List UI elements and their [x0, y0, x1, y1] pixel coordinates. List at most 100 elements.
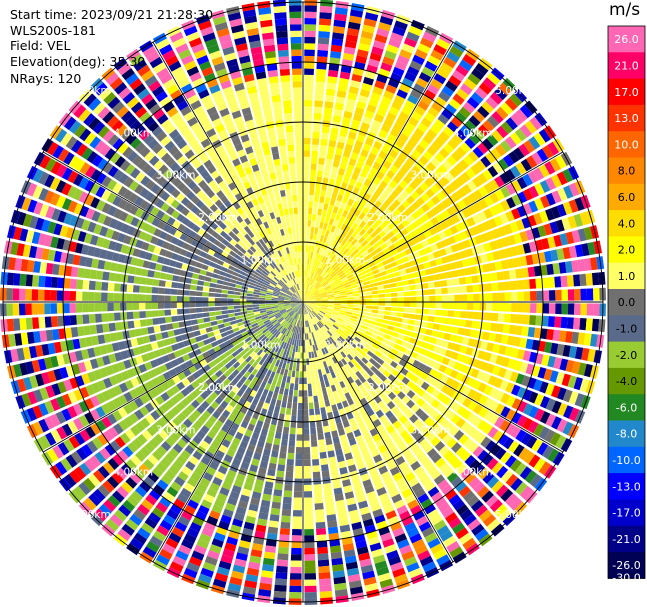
velocity-gate [333, 290, 340, 294]
velocity-gate [346, 304, 354, 308]
velocity-gate [208, 297, 215, 302]
velocity-gate [259, 460, 269, 469]
velocity-gate [397, 297, 404, 302]
velocity-gate [272, 278, 279, 284]
velocity-gate [459, 508, 473, 521]
velocity-gate [321, 306, 328, 309]
velocity-gate [474, 87, 488, 100]
velocity-gate [76, 279, 84, 290]
velocity-gate [293, 326, 297, 333]
velocity-gate [276, 380, 282, 388]
velocity-gate [246, 395, 254, 403]
velocity-gate [373, 140, 383, 150]
velocity-gate [360, 411, 369, 420]
velocity-gate [506, 395, 516, 407]
velocity-gate [166, 378, 176, 388]
velocity-gate [158, 280, 166, 287]
velocity-gate [290, 302, 297, 304]
velocity-gate [334, 300, 341, 302]
velocity-gate [364, 284, 371, 289]
velocity-gate [166, 486, 179, 498]
velocity-gate [271, 300, 278, 302]
velocity-gate [166, 184, 176, 195]
velocity-gate [206, 466, 217, 476]
velocity-gate [351, 423, 359, 432]
velocity-gate [303, 302, 307, 308]
velocity-gate [519, 255, 528, 267]
velocity-gate [361, 82, 373, 92]
velocity-gate [382, 434, 392, 444]
velocity-gate [150, 359, 159, 368]
velocity-gate [97, 259, 106, 270]
velocity-gate [160, 402, 170, 413]
velocity-gate [427, 236, 436, 245]
velocity-gate [339, 311, 346, 316]
velocity-gate [240, 367, 248, 376]
velocity-gate [356, 134, 366, 143]
velocity-gate [372, 298, 379, 302]
velocity-gate [312, 131, 320, 139]
velocity-gate [210, 425, 220, 434]
velocity-gate [297, 333, 300, 340]
velocity-gate [483, 195, 494, 207]
velocity-gate [292, 294, 298, 299]
velocity-gate [152, 279, 160, 287]
velocity-gate [303, 447, 311, 454]
velocity-gate [406, 273, 415, 280]
velocity-gate [305, 307, 309, 314]
velocity-gate [149, 535, 163, 548]
velocity-gate [347, 235, 355, 243]
velocity-gate [342, 116, 352, 125]
velocity-gate [101, 292, 108, 301]
velocity-gate [214, 498, 226, 508]
velocity-gate [408, 116, 419, 127]
velocity-gate [305, 290, 309, 297]
velocity-gate [489, 192, 500, 204]
velocity-gate [519, 466, 532, 480]
velocity-gate [152, 530, 167, 542]
velocity-gate [206, 515, 219, 526]
velocity-gate [130, 454, 142, 467]
velocity-gate [90, 197, 100, 209]
velocity-gate [486, 476, 500, 489]
velocity-gate [204, 276, 212, 282]
velocity-gate [213, 345, 221, 353]
velocity-gate [358, 406, 366, 415]
velocity-gate [311, 310, 317, 317]
velocity-gate [280, 348, 285, 355]
velocity-gate [406, 389, 416, 399]
velocity-gate [123, 201, 134, 213]
velocity-gate [195, 291, 203, 297]
velocity-gate [74, 466, 87, 480]
velocity-gate [513, 147, 525, 160]
velocity-gate [305, 283, 307, 290]
velocity-gate [330, 343, 337, 350]
velocity-gate [308, 284, 312, 291]
velocity-gate [446, 279, 454, 287]
velocity-gate [421, 391, 431, 401]
velocity-gate [140, 522, 154, 535]
velocity-gate [219, 365, 228, 374]
velocity-gate [290, 421, 297, 429]
velocity-gate [395, 338, 403, 346]
velocity-gate [378, 492, 390, 502]
velocity-gate [379, 342, 388, 349]
velocity-gate [39, 330, 48, 343]
velocity-gate [374, 246, 383, 254]
velocity-gate [234, 287, 242, 292]
velocity-gate [418, 362, 427, 371]
velocity-gate [417, 43, 431, 54]
velocity-gate [295, 313, 299, 320]
velocity-gate [545, 413, 557, 427]
velocity-gate [56, 290, 64, 301]
velocity-gate [326, 311, 333, 315]
velocity-gate [165, 388, 175, 398]
velocity-gate [303, 150, 311, 157]
velocity-gate [264, 442, 273, 451]
velocity-gate [316, 540, 328, 548]
velocity-gate [337, 512, 348, 521]
velocity-gate [123, 403, 134, 415]
velocity-gate [260, 311, 267, 316]
velocity-gate [321, 281, 328, 287]
velocity-gate [39, 261, 48, 274]
